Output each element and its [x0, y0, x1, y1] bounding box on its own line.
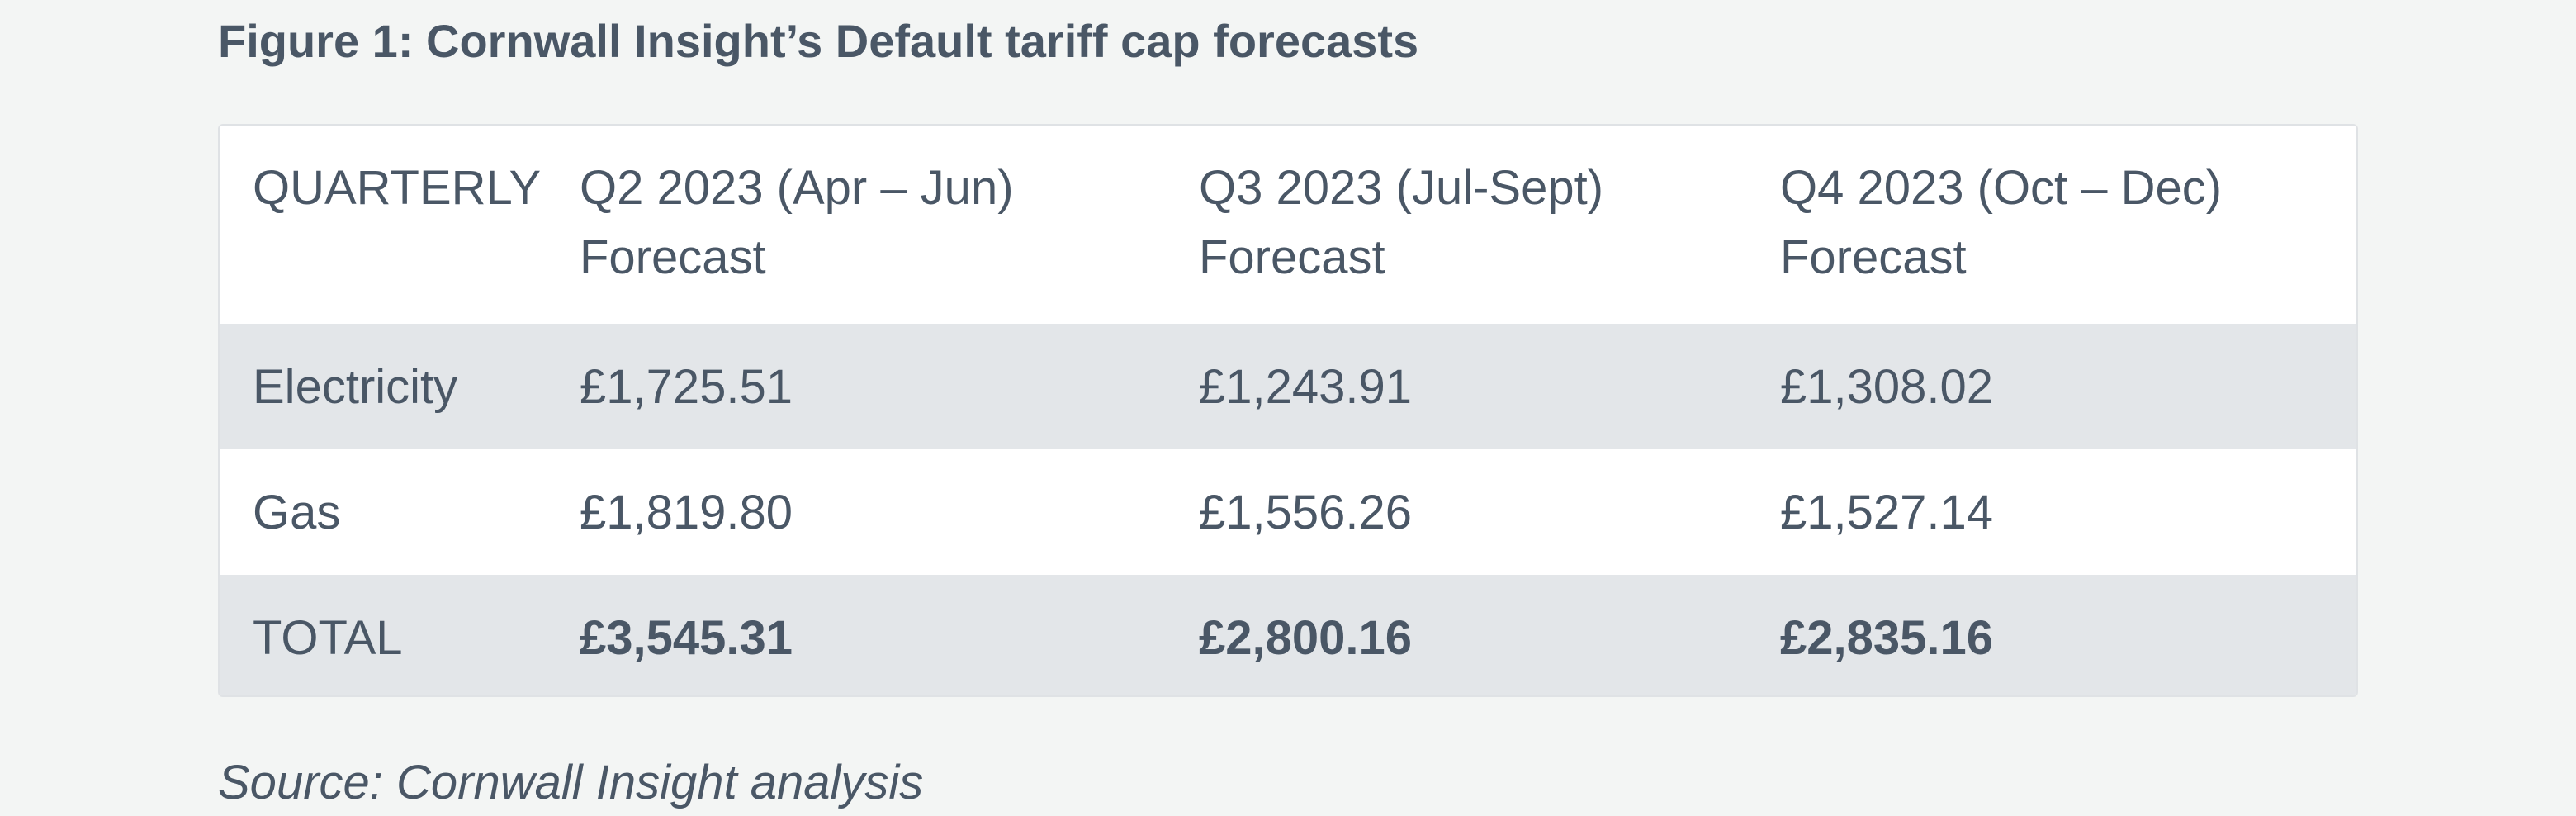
cell-total-q4: £2,835.16 [1780, 610, 1994, 665]
header-quarterly: QUARTERLY [220, 126, 547, 324]
header-q2-forecast: Forecast [580, 230, 766, 284]
cell-electricity-q2: £1,725.51 [580, 359, 793, 414]
header-q3-forecast: Forecast [1199, 230, 1385, 284]
table-row-gas: Gas £1,819.80 £1,556.26 £1,527.14 [220, 449, 2356, 575]
table-row-total: TOTAL £3,545.31 £2,800.16 £2,835.16 [220, 575, 2356, 695]
header-q4-2023: Q4 2023 (Oct – Dec) Forecast [1747, 126, 2356, 324]
header-q4-forecast: Forecast [1780, 230, 1967, 284]
header-q2-period: Q2 2023 (Apr – Jun) [580, 161, 1014, 215]
row-label-electricity: Electricity [253, 359, 458, 414]
cell-electricity-q3: £1,243.91 [1199, 359, 1413, 414]
table-row-electricity: Electricity £1,725.51 £1,243.91 £1,308.0… [220, 324, 2356, 449]
forecast-table-container: QUARTERLY Q2 2023 (Apr – Jun) Forecast Q… [218, 124, 2358, 697]
cell-total-q2: £3,545.31 [580, 610, 793, 665]
cell-gas-q4: £1,527.14 [1780, 485, 1994, 539]
header-q3-period: Q3 2023 (Jul-Sept) [1199, 161, 1604, 215]
row-label-gas: Gas [253, 485, 341, 539]
row-label-total: TOTAL [253, 610, 403, 665]
header-q3-2023: Q3 2023 (Jul-Sept) Forecast [1166, 126, 1747, 324]
header-q4-period: Q4 2023 (Oct – Dec) [1780, 161, 2223, 215]
source-note: Source: Cornwall Insight analysis [218, 756, 924, 809]
cell-gas-q3: £1,556.26 [1199, 485, 1413, 539]
cell-electricity-q4: £1,308.02 [1780, 359, 1994, 414]
cell-gas-q2: £1,819.80 [580, 485, 793, 539]
forecast-table: QUARTERLY Q2 2023 (Apr – Jun) Forecast Q… [220, 126, 2356, 695]
table-header-row: QUARTERLY Q2 2023 (Apr – Jun) Forecast Q… [220, 126, 2356, 324]
cell-total-q3: £2,800.16 [1199, 610, 1413, 665]
header-q2-2023: Q2 2023 (Apr – Jun) Forecast [547, 126, 1166, 324]
figure-title: Figure 1: Cornwall Insight’s Default tar… [218, 15, 1419, 67]
header-quarterly-label: QUARTERLY [253, 161, 542, 215]
